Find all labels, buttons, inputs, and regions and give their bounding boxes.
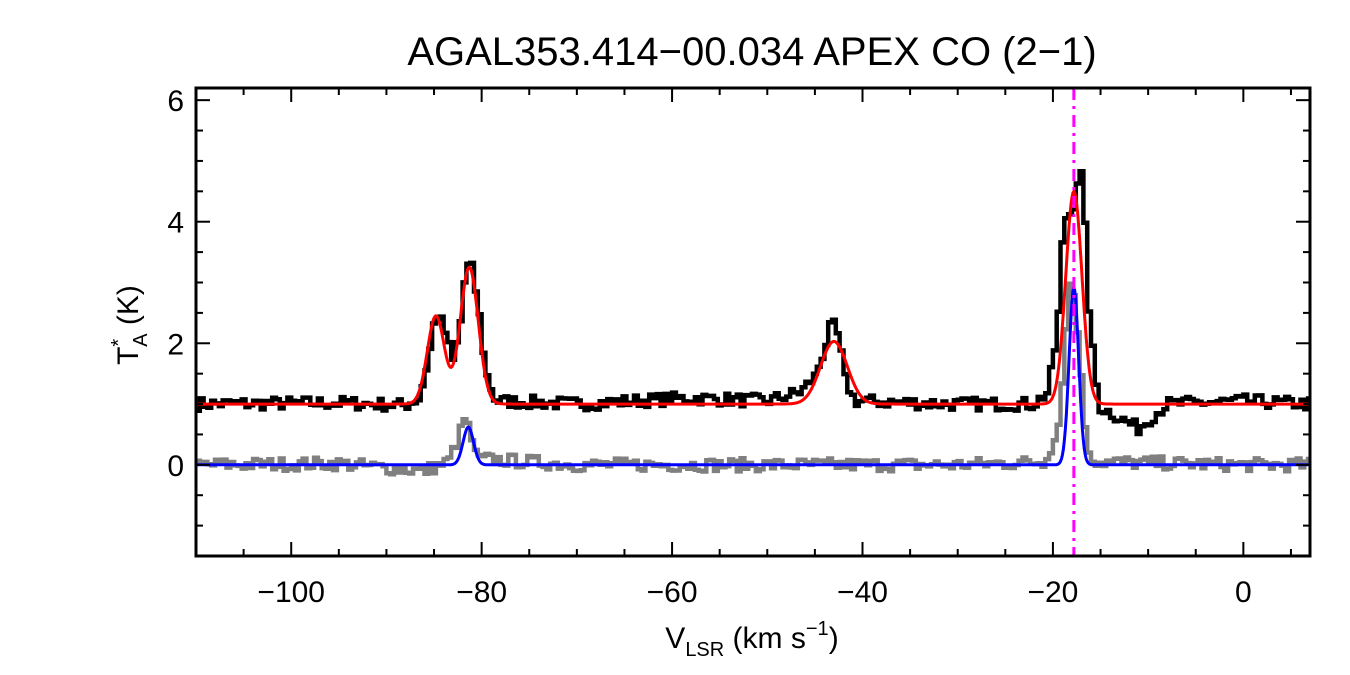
x-tick-label: −20: [1027, 576, 1078, 609]
gaussian-fit-line-3: [196, 281, 1310, 467]
y-axis-label: T*A (K): [108, 285, 152, 365]
y-tick-label: 6: [167, 85, 184, 118]
spectrum-histogram-1: [196, 281, 1310, 477]
chart-title: AGAL353.414−00.034 APEX CO (2−1): [407, 30, 1096, 74]
y-tick-label: 0: [167, 450, 184, 483]
x-axis-label-exponent: −1: [806, 618, 829, 640]
x-tick-label: −60: [647, 576, 698, 609]
y-axis-label-main: T: [112, 347, 145, 365]
x-axis-label-sub: LSR: [685, 639, 724, 661]
y-axis-label-sub: A: [130, 333, 152, 347]
y-axis-label-unit: (K): [112, 285, 145, 333]
y-axis-label-star: *: [108, 339, 130, 347]
ticks-layer: −100 −80 −60 −40 −20 0 0 2 4 6: [167, 85, 1310, 609]
gaussian-fit-line-2: [196, 188, 1310, 406]
x-axis-label-unit: (km s: [724, 622, 806, 655]
x-axis-label-main: V: [665, 622, 685, 655]
x-tick-label: 0: [1235, 576, 1252, 609]
plot-frame: [194, 86, 1312, 558]
y-tick-label: 2: [167, 328, 184, 361]
x-axis-label-close: ): [829, 622, 839, 655]
x-axis-label: VLSR (km s−1): [665, 618, 838, 661]
spectrum-histogram-0: [196, 169, 1310, 437]
x-tick-label: −80: [456, 576, 507, 609]
series-layer: [196, 169, 1310, 477]
x-tick-label: −40: [837, 576, 888, 609]
x-tick-label: −100: [257, 576, 325, 609]
y-tick-label: 4: [167, 207, 184, 240]
